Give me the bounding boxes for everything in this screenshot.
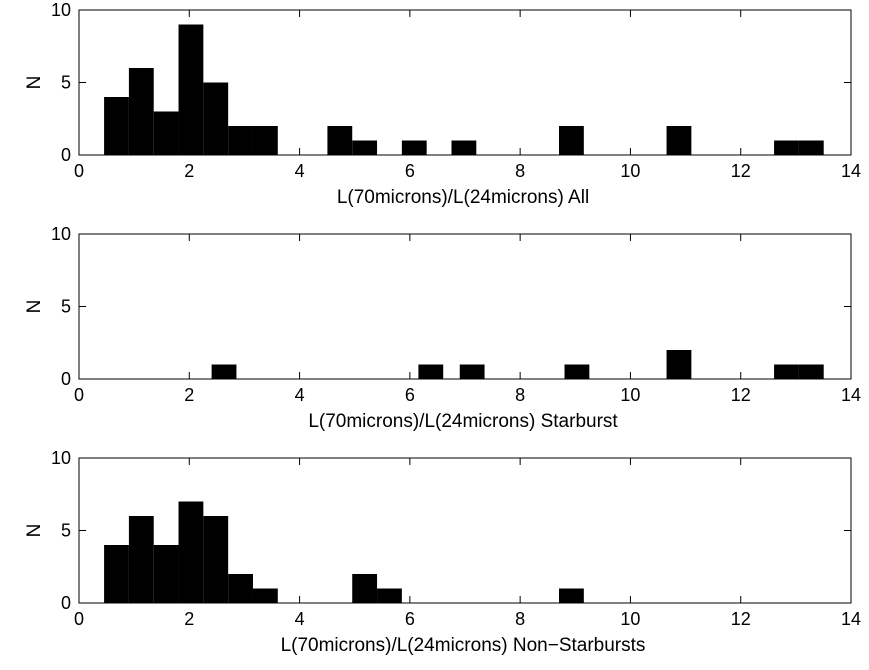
x-tick-label: 4 <box>295 609 305 629</box>
histogram-bar <box>352 574 378 603</box>
histogram-bar <box>798 140 824 155</box>
histogram-bar <box>128 68 154 155</box>
histogram-bar <box>153 111 179 155</box>
x-tick-label: 0 <box>74 161 84 181</box>
histogram-bar <box>228 126 253 155</box>
y-tick-label: 10 <box>51 0 71 20</box>
x-tick-label: 0 <box>74 385 84 405</box>
y-tick-label: 5 <box>61 521 71 541</box>
x-tick-label: 10 <box>620 385 640 405</box>
x-tick-label: 8 <box>515 161 525 181</box>
x-tick-label: 6 <box>405 385 415 405</box>
histogram-bar <box>564 364 590 379</box>
x-tick-label: 2 <box>184 161 194 181</box>
histogram-bar <box>153 545 179 603</box>
x-tick-label: 0 <box>74 609 84 629</box>
histogram-bar <box>128 516 154 603</box>
histogram-bar <box>418 364 444 379</box>
x-axis-label: L(70microns)/L(24microns) All <box>337 187 589 208</box>
x-tick-label: 10 <box>620 609 640 629</box>
histogram-panel-3: 0 2 4 6 8 10 12 14 0 5 10 L(70microns)/L(24microns)… <box>24 448 861 656</box>
y-tick-label: 0 <box>61 369 71 389</box>
y-axis-label: N <box>24 300 45 314</box>
histogram-bar <box>377 588 402 603</box>
x-tick-label: 8 <box>515 385 525 405</box>
x-tick-label: 14 <box>841 385 861 405</box>
x-tick-label: 2 <box>184 609 194 629</box>
histogram-bar <box>203 516 229 603</box>
histogram-bar <box>798 364 824 379</box>
y-axis-label: N <box>24 524 45 538</box>
histogram-bar <box>451 140 477 155</box>
histogram-panel-2: 0 2 4 6 8 10 12 140510L(70microns)/L(24microns)… <box>24 224 861 432</box>
histogram-bar <box>666 350 692 379</box>
x-tick-label: 12 <box>731 609 751 629</box>
histogram-bar <box>211 364 237 379</box>
x-tick-label: 2 <box>184 385 194 405</box>
plot-frame <box>78 233 852 380</box>
y-tick-label: 5 <box>61 297 71 317</box>
histogram-bar <box>178 501 204 603</box>
y-tick-label: 0 <box>61 593 71 613</box>
x-tick-label: 8 <box>515 609 525 629</box>
histogram-bar <box>252 588 278 603</box>
histogram-bar <box>774 364 799 379</box>
histogram-bar <box>104 97 129 155</box>
histogram-bar <box>774 140 799 155</box>
y-tick-label: 10 <box>51 448 71 468</box>
y-axis-label: N <box>24 76 45 90</box>
x-axis-label: L(70microns)/L(24microns) Non−Starbursts <box>281 635 646 656</box>
histogram-panel-1: 0 2 4 6 8 10 12 14 0 5 10 L(70microns)/L(24microns)… <box>24 0 861 208</box>
x-tick-label: 10 <box>620 161 640 181</box>
x-tick-label: 6 <box>405 609 415 629</box>
x-tick-label: 14 <box>841 161 861 181</box>
histogram-bar <box>459 364 485 379</box>
histogram-bar <box>327 126 353 155</box>
histogram-bar <box>666 126 692 155</box>
histogram-bar <box>203 82 229 155</box>
histogram-bar <box>228 574 253 603</box>
x-tick-label: 14 <box>841 609 861 629</box>
x-tick-label: 6 <box>405 161 415 181</box>
x-axis-label: L(70microns)/L(24microns) Starburst <box>308 411 618 432</box>
x-tick-label: 4 <box>295 161 305 181</box>
histogram-bar <box>104 545 129 603</box>
histogram-bar <box>559 588 584 603</box>
x-tick-label: 12 <box>731 385 751 405</box>
x-tick-label: 4 <box>295 385 305 405</box>
histogram-bar <box>252 126 278 155</box>
x-tick-label: 12 <box>731 161 751 181</box>
histogram-bar <box>559 126 584 155</box>
histogram-bar <box>352 140 378 155</box>
y-tick-label: 5 <box>61 73 71 93</box>
y-tick-label: 10 <box>51 224 71 244</box>
histogram-bar <box>401 140 427 155</box>
y-tick-label: 0 <box>61 145 71 165</box>
histogram-bar <box>178 24 204 155</box>
